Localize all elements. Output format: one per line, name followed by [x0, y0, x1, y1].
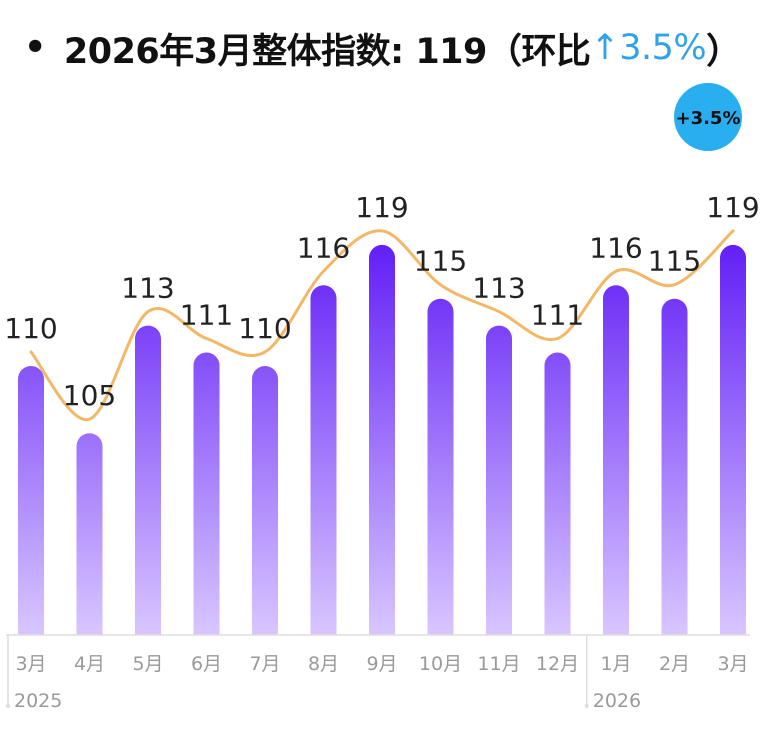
value-label-4: 111	[180, 299, 233, 332]
x-tick-label-10: 12月	[536, 653, 579, 675]
bar-5	[252, 365, 278, 635]
bar-10	[544, 352, 571, 635]
bar-12	[661, 298, 688, 635]
bar-1	[18, 365, 44, 635]
x-tick-label-3: 5月	[132, 653, 163, 675]
value-label-7: 119	[355, 191, 408, 224]
change-badge-label: +3.5%	[675, 108, 740, 129]
value-label-9: 113	[472, 272, 525, 305]
value-label-5: 110	[238, 312, 291, 345]
x-tick-label-2: 4月	[74, 653, 105, 675]
x-tick-label-7: 9月	[366, 653, 397, 675]
value-label-3: 113	[121, 272, 174, 305]
year-label-1: 2025	[14, 690, 62, 712]
title-close: ）	[706, 31, 741, 72]
title-change: 3.5%	[619, 28, 707, 68]
value-label-1: 110	[4, 312, 57, 345]
x-tick-label-1: 3月	[15, 653, 46, 675]
value-label-2: 105	[63, 379, 116, 412]
x-tick-label-9: 11月	[477, 653, 520, 675]
x-tick-label-12: 2月	[659, 653, 690, 675]
title-main: 2026年3月整体指数: 119（环比	[63, 31, 591, 72]
value-label-8: 115	[414, 245, 467, 278]
x-tick-label-4: 6月	[191, 653, 222, 675]
value-label-13: 119	[706, 191, 759, 224]
title-bullet: •	[24, 28, 46, 68]
x-tick-label-11: 1月	[600, 653, 631, 675]
value-label-6: 116	[297, 231, 350, 264]
bar-13	[720, 244, 746, 635]
bar-9	[486, 325, 512, 635]
bar-11	[603, 285, 629, 635]
year-divider-dot-2	[584, 704, 589, 708]
value-label-10: 111	[531, 299, 584, 332]
bar-7	[369, 244, 395, 635]
change-badge	[674, 83, 742, 151]
x-tick-label-5: 7月	[249, 653, 280, 675]
bar-3	[135, 325, 161, 635]
bar-4	[193, 352, 220, 635]
year-divider-dot-1	[6, 704, 10, 708]
bar-8	[427, 298, 454, 635]
x-tick-label-6: 8月	[308, 653, 339, 675]
bar-2	[76, 433, 103, 635]
year-label-2: 2026	[593, 690, 641, 712]
bar-6	[310, 285, 337, 635]
value-label-11: 116	[589, 231, 642, 264]
x-tick-label-8: 10月	[419, 653, 462, 675]
value-label-12: 115	[648, 245, 701, 278]
chart-title: • 2026年3月整体指数: 119（环比 ↑ 3.5% ）	[24, 20, 741, 76]
x-tick-label-13: 3月	[717, 653, 748, 675]
trend-line	[29, 229, 735, 421]
arrow-up-icon: ↑	[590, 28, 620, 68]
